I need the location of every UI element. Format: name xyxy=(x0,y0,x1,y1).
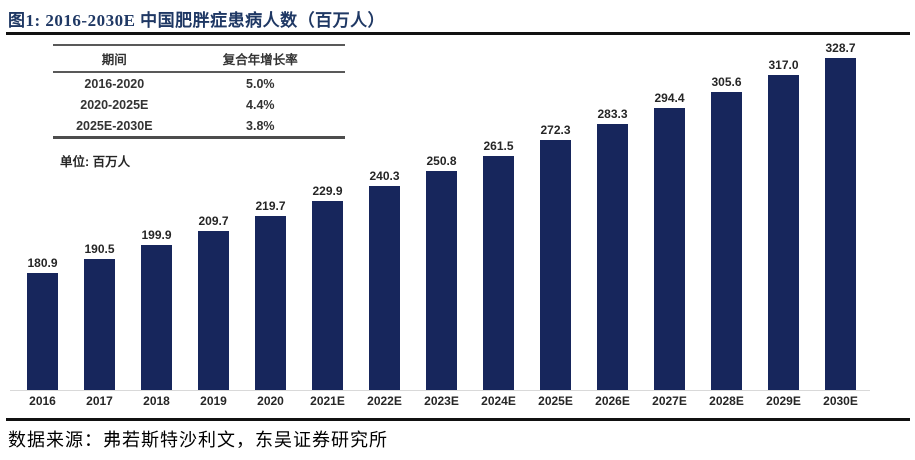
cagr-header-period: 期间 xyxy=(101,53,127,67)
bar-slot: 261.5 xyxy=(470,36,527,390)
x-axis-tick-label: 2020 xyxy=(257,394,284,408)
cagr-table-header-row: 期间 复合年增长率 xyxy=(53,46,345,73)
cagr-period: 2020-2025E xyxy=(80,97,149,112)
bar xyxy=(27,272,58,390)
bar-value-label: 180.9 xyxy=(27,255,58,270)
bar-slot: 272.3 xyxy=(527,36,584,390)
bar-slot: 219.7 xyxy=(242,36,299,390)
bar-slot: 209.7 xyxy=(185,36,242,390)
bar-value-label: 240.3 xyxy=(369,169,400,184)
bar-chart: 180.9 190.5 199.9 209.7 219.7 229.9 240.3 250.8… xyxy=(14,36,869,390)
bar-value-label: 229.9 xyxy=(312,184,343,199)
bar-value-label: 250.8 xyxy=(426,154,457,168)
x-axis-tick-label: 2017 xyxy=(86,394,113,408)
bar-value-label: 283.3 xyxy=(597,106,628,121)
cagr-table-row: 2020-2025E 4.4% xyxy=(53,94,345,115)
bar-slot: 328.7 xyxy=(812,36,869,390)
x-axis-tick-label: 2023E xyxy=(424,394,459,408)
bar-slot: 317.0 xyxy=(755,36,812,390)
bar xyxy=(369,186,400,390)
bottom-divider-line xyxy=(6,418,910,421)
cagr-rate: 4.4% xyxy=(246,97,275,112)
x-axis-tick-label: 2025E xyxy=(538,394,573,408)
bar-slot: 250.8 xyxy=(413,36,470,390)
bar-slot: 180.9 xyxy=(14,36,71,390)
cagr-table-row: 2016-2020 5.0% xyxy=(53,73,345,94)
bar-value-label: 328.7 xyxy=(825,40,856,55)
cagr-rate: 5.0% xyxy=(246,76,275,91)
bar-slot: 190.5 xyxy=(71,36,128,390)
x-axis-tick-label: 2021E xyxy=(310,394,345,408)
bar-slot: 199.9 xyxy=(128,36,185,390)
x-axis-tick-label: 2018 xyxy=(143,394,170,408)
bar xyxy=(483,155,514,390)
cagr-rate: 3.8% xyxy=(246,118,275,133)
x-axis-tick-label: 2029E xyxy=(766,394,801,408)
figure-title: 图1: 2016-2030E 中国肥胖症患病人数（百万人） xyxy=(8,11,386,30)
bar xyxy=(255,216,286,390)
bar-value-label: 272.3 xyxy=(540,122,571,137)
bar-value-label: 199.9 xyxy=(141,227,172,242)
cagr-header-rate: 复合年增长率 xyxy=(222,53,298,67)
unit-label: 单位: 百万人 xyxy=(60,155,131,169)
bar-value-label: 190.5 xyxy=(84,241,115,256)
bar-value-label: 209.7 xyxy=(198,213,229,228)
bar xyxy=(198,230,229,390)
bar-value-label: 317.0 xyxy=(768,57,799,72)
bar xyxy=(540,139,571,390)
x-axis-line xyxy=(10,390,870,391)
bar xyxy=(312,201,343,390)
data-source-text: 数据来源：弗若斯特沙利文，东吴证券研究所 xyxy=(8,430,388,450)
x-axis-tick-label: 2019 xyxy=(200,394,227,408)
bar xyxy=(597,123,628,390)
bar-value-label: 294.4 xyxy=(654,90,685,105)
bar-value-label: 261.5 xyxy=(483,138,514,153)
cagr-period: 2025E-2030E xyxy=(76,118,153,133)
bar xyxy=(654,107,685,390)
x-axis-tick-label: 2026E xyxy=(595,394,630,408)
bar-slot: 283.3 xyxy=(584,36,641,390)
bar-value-label: 305.6 xyxy=(711,74,742,89)
x-axis-labels: 2016 2017 2018 2019 2020 2021E 2022E 2023E 2024E… xyxy=(14,394,869,408)
bar-slot: 294.4 xyxy=(641,36,698,390)
x-axis-tick-label: 2027E xyxy=(652,394,687,408)
cagr-table-row: 2025E-2030E 3.8% xyxy=(53,115,345,136)
bar xyxy=(426,171,457,390)
cagr-table: 期间 复合年增长率 2016-2020 5.0% 2020-2025E 4.4% 202… xyxy=(53,44,345,139)
bar-slot: 229.9 xyxy=(299,36,356,390)
bar xyxy=(768,74,799,390)
bar-slot: 305.6 xyxy=(698,36,755,390)
x-axis-tick-label: 2016 xyxy=(29,394,56,408)
bar xyxy=(84,258,115,390)
bar-slot: 240.3 xyxy=(356,36,413,390)
x-axis-tick-label: 2024E xyxy=(481,394,516,408)
bar xyxy=(141,244,172,390)
cagr-period: 2016-2020 xyxy=(84,76,145,91)
x-axis-tick-label: 2028E xyxy=(709,394,744,408)
x-axis-tick-label: 2022E xyxy=(367,394,402,408)
bar xyxy=(825,57,856,390)
bar xyxy=(711,91,742,390)
top-divider-line xyxy=(6,32,910,35)
bar-value-label: 219.7 xyxy=(255,199,286,214)
x-axis-tick-label: 2030E xyxy=(823,394,858,408)
